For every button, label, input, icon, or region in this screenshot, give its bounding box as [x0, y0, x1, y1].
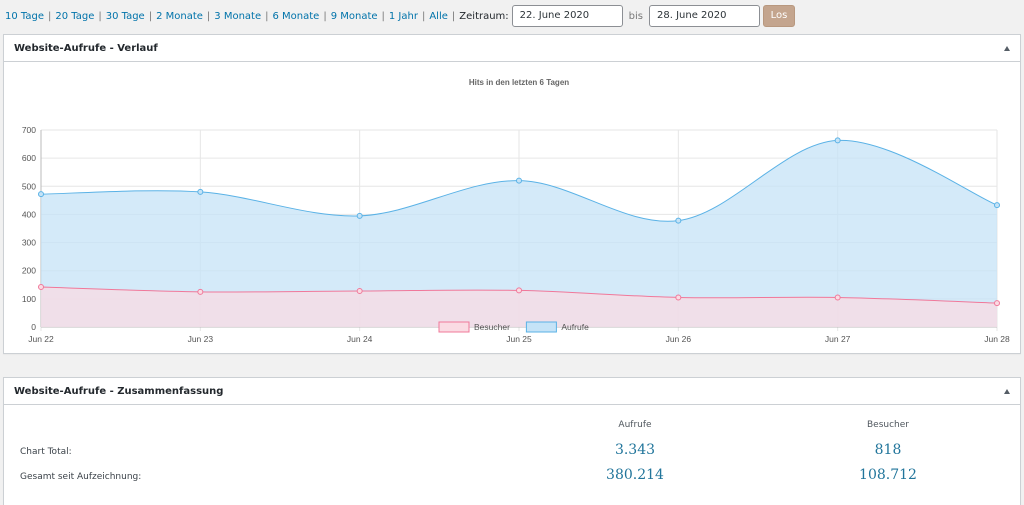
range-link-8[interactable]: Alle [429, 10, 448, 22]
range-bar: 10 Tage | 20 Tage | 30 Tage | 2 Monate | 3 Monat… [5, 5, 796, 27]
x-tick-label: Jun 28 [984, 334, 1010, 344]
x-tick-label: Jun 23 [188, 334, 214, 344]
aufrufe-point [38, 191, 44, 198]
column-header-besucher: Besucher [867, 420, 909, 430]
y-tick-label: 200 [22, 266, 36, 276]
aufrufe-point [675, 217, 682, 224]
x-tick-label: Jun 22 [28, 334, 54, 344]
range-link-5[interactable]: 6 Monate [272, 10, 320, 22]
besucher-area [41, 287, 997, 327]
x-tick-label: Jun 25 [506, 334, 532, 344]
bis-label: bis [628, 10, 644, 22]
zeitraum-label: Zeitraum: [459, 10, 509, 22]
range-link-1[interactable]: 20 Tage [55, 10, 95, 22]
date-from-input[interactable]: 22. June 2020 [511, 5, 623, 27]
range-separator: | [381, 10, 385, 22]
collapse-arrow-icon[interactable] [1004, 388, 1010, 394]
y-tick-label: 700 [22, 125, 36, 135]
aufrufe-point [994, 202, 1000, 209]
hits-chart: Hits in den letzten 6 Tagen 0 100 200 300 400… [4, 63, 1020, 353]
aufrufe-area [41, 140, 997, 327]
besucher-point [356, 287, 363, 294]
date-to-input[interactable]: 28. June 2020 [649, 5, 761, 27]
besucher-point [994, 300, 1000, 307]
legend-label-besucher: Besucher [474, 322, 510, 332]
range-link-7[interactable]: 1 Jahr [388, 10, 418, 22]
y-tick-label: 100 [22, 294, 36, 304]
row-label-chart-total: Chart Total: [20, 447, 72, 457]
legend-swatch-besucher[interactable] [438, 321, 470, 333]
x-tick-label: Jun 24 [347, 334, 373, 344]
range-separator: | [323, 10, 327, 22]
x-tick-label: Jun 27 [825, 334, 851, 344]
range-link-2[interactable]: 30 Tage [105, 10, 145, 22]
range-links: 10 Tage | 20 Tage | 30 Tage | 2 Monate | 3 Monat… [5, 11, 459, 22]
apply-range-button[interactable]: Los [763, 5, 796, 27]
gesamt-besucher: 108.712 [859, 467, 917, 483]
summary-postbox-header: Website-Aufrufe - Zusammenfassung [4, 378, 1020, 405]
row-label-gesamt: Gesamt seit Aufzeichnung: [20, 472, 142, 482]
y-tick-label: 500 [22, 181, 36, 191]
range-separator: | [265, 10, 269, 22]
collapse-arrow-icon[interactable] [1004, 45, 1010, 51]
hits-chart-svg: Hits in den letzten 6 Tagen 0 100 200 300 400… [22, 78, 1010, 344]
legend-swatch-aufrufe[interactable] [525, 321, 557, 333]
range-link-6[interactable]: 9 Monate [330, 10, 378, 22]
chart-postbox-header: Website-Aufrufe - Verlauf [4, 35, 1020, 62]
besucher-point [197, 288, 204, 295]
chart-total-aufrufe: 3.343 [614, 442, 656, 458]
y-tick-label: 400 [22, 209, 36, 219]
chart-total-besucher: 818 [874, 442, 902, 458]
chart-title: Hits in den letzten 6 Tagen [469, 78, 569, 87]
range-link-0[interactable]: 10 Tage [5, 10, 44, 22]
range-separator: | [451, 10, 456, 22]
y-tick-label: 0 [31, 322, 36, 332]
summary-postbox: Website-Aufrufe - Zusammenfassung Aufruf… [3, 377, 1021, 505]
summary-table: Aufrufe Besucher Chart Total: 3.343 818 … [4, 406, 1020, 505]
aufrufe-point [356, 212, 363, 219]
y-tick-label: 600 [22, 153, 36, 163]
gesamt-aufrufe: 380.214 [606, 467, 664, 483]
column-header-aufrufe: Aufrufe [618, 420, 652, 430]
besucher-point [516, 287, 522, 294]
chart-postbox-title: Website-Aufrufe - Verlauf [14, 42, 158, 54]
range-separator: | [98, 10, 102, 22]
range-separator: | [206, 10, 211, 22]
aufrufe-point [516, 177, 522, 184]
legend-label-aufrufe: Aufrufe [561, 322, 589, 332]
besucher-point [675, 294, 682, 301]
y-tick-label: 300 [22, 238, 36, 248]
aufrufe-point [834, 137, 841, 144]
aufrufe-point [197, 188, 204, 195]
range-separator: | [148, 10, 153, 22]
summary-postbox-title: Website-Aufrufe - Zusammenfassung [14, 385, 224, 397]
besucher-point [834, 294, 841, 301]
range-link-4[interactable]: 3 Monate [214, 10, 262, 22]
range-link-3[interactable]: 2 Monate [156, 10, 203, 22]
besucher-point [38, 284, 44, 291]
chart-postbox: Website-Aufrufe - Verlauf Hits in den le… [3, 34, 1021, 354]
x-tick-label: Jun 26 [666, 334, 692, 344]
range-separator: | [47, 10, 52, 22]
range-separator: | [421, 10, 426, 22]
